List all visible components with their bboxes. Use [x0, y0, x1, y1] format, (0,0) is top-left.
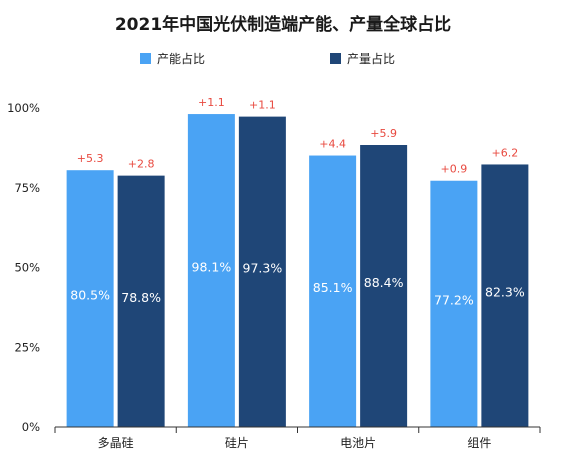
- y-tick-label: 25%: [14, 340, 40, 354]
- change-label: +6.2: [492, 146, 519, 159]
- y-tick-label: 50%: [14, 261, 40, 275]
- bar-1-3: [309, 155, 357, 427]
- change-label: +1.1: [198, 96, 225, 109]
- y-axis: 0% 25% 50% 75% 100%: [7, 101, 40, 434]
- legend-label-2: 产量占比: [347, 51, 395, 66]
- bar-1-2: [187, 114, 235, 427]
- chart-title: 2021年中国光伏制造端产能、产量全球占比: [115, 14, 451, 35]
- bar-1-1: [66, 170, 114, 427]
- bar-value-label: 77.2%: [434, 293, 474, 308]
- bar-value-label: 88.4%: [364, 275, 404, 290]
- legend-swatch-2: [330, 53, 341, 64]
- bar-2-3: [360, 145, 408, 427]
- change-label: +5.3: [77, 152, 104, 165]
- bar-value-label: 82.3%: [485, 285, 525, 300]
- x-axis: 多晶硅 硅片 电池片 组件: [54, 426, 541, 450]
- change-label: +2.8: [128, 158, 155, 171]
- x-tick-label: 多晶硅: [98, 436, 134, 450]
- change-label: +4.4: [319, 138, 346, 151]
- y-tick-label: 0%: [22, 420, 40, 434]
- bar-value-label: 85.1%: [313, 280, 353, 295]
- bar-value-label: 80.5%: [70, 287, 110, 302]
- bar-1-4: [430, 180, 478, 427]
- change-label: +1.1: [249, 99, 276, 112]
- x-tick-label: 电池片: [340, 436, 376, 450]
- bar-value-label: 97.3%: [243, 261, 283, 276]
- y-tick-label: 75%: [14, 181, 40, 195]
- change-label: +5.9: [370, 127, 397, 140]
- x-tick-label: 硅片: [225, 436, 249, 450]
- bar-2-1: [117, 175, 165, 427]
- legend-swatch-1: [140, 53, 151, 64]
- bar-value-label: 98.1%: [192, 259, 232, 274]
- bar-value-label: 78.8%: [121, 290, 161, 305]
- legend: 产能占比 产量占比: [140, 51, 395, 66]
- bars: 80.5% +5.3 78.8% +2.8 98.1% +1.1 97.3% +1.1 85.1…: [66, 96, 529, 427]
- bar-2-2: [238, 116, 286, 427]
- y-tick-label: 100%: [7, 101, 40, 115]
- legend-label-1: 产能占比: [157, 51, 205, 66]
- bar-2-4: [481, 164, 529, 427]
- x-tick-label: 组件: [467, 436, 491, 450]
- change-label: +0.9: [441, 163, 468, 176]
